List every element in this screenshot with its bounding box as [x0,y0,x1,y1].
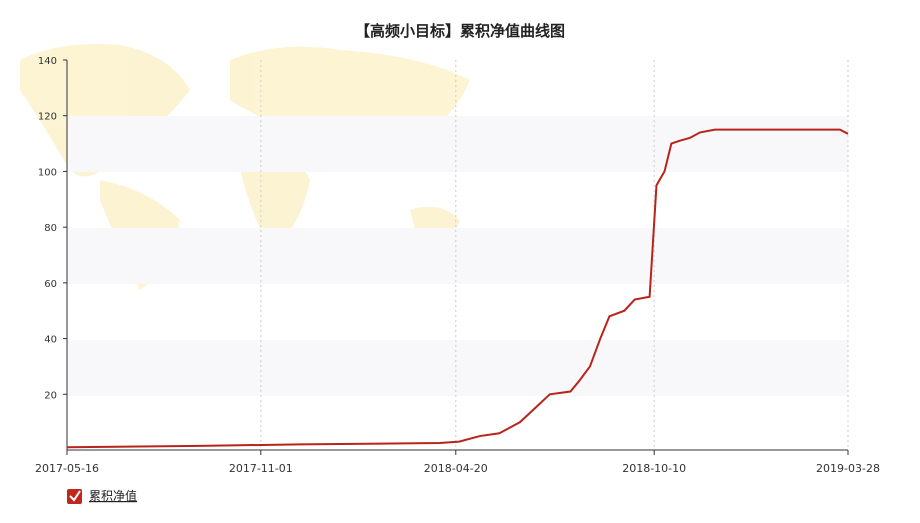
y-tick-label: 20 [44,390,57,401]
bands [67,116,848,396]
x-tick-label: 2017-05-16 [35,462,99,475]
y-tick-label: 40 [44,335,57,346]
y-tick-label: 80 [44,223,57,234]
legend[interactable]: 累积净值 [67,488,137,504]
y-tick-label: 140 [38,56,57,67]
line [66,128,849,449]
y-tick-label: 120 [38,112,57,123]
chart-title: 【高频小目标】累积净值曲线图 [355,22,565,40]
x-tick-label: 2018-04-20 [424,462,488,475]
y-tick-label: 60 [44,279,57,290]
x-tick-label: 2019-03-28 [816,462,880,475]
check-icon [69,490,81,502]
x-tick-label: 2017-11-01 [229,462,293,475]
y-tick-label: 100 [38,167,57,178]
legend-label[interactable]: 累积净值 [89,488,137,503]
x-tick-label: 2018-10-10 [622,462,686,475]
